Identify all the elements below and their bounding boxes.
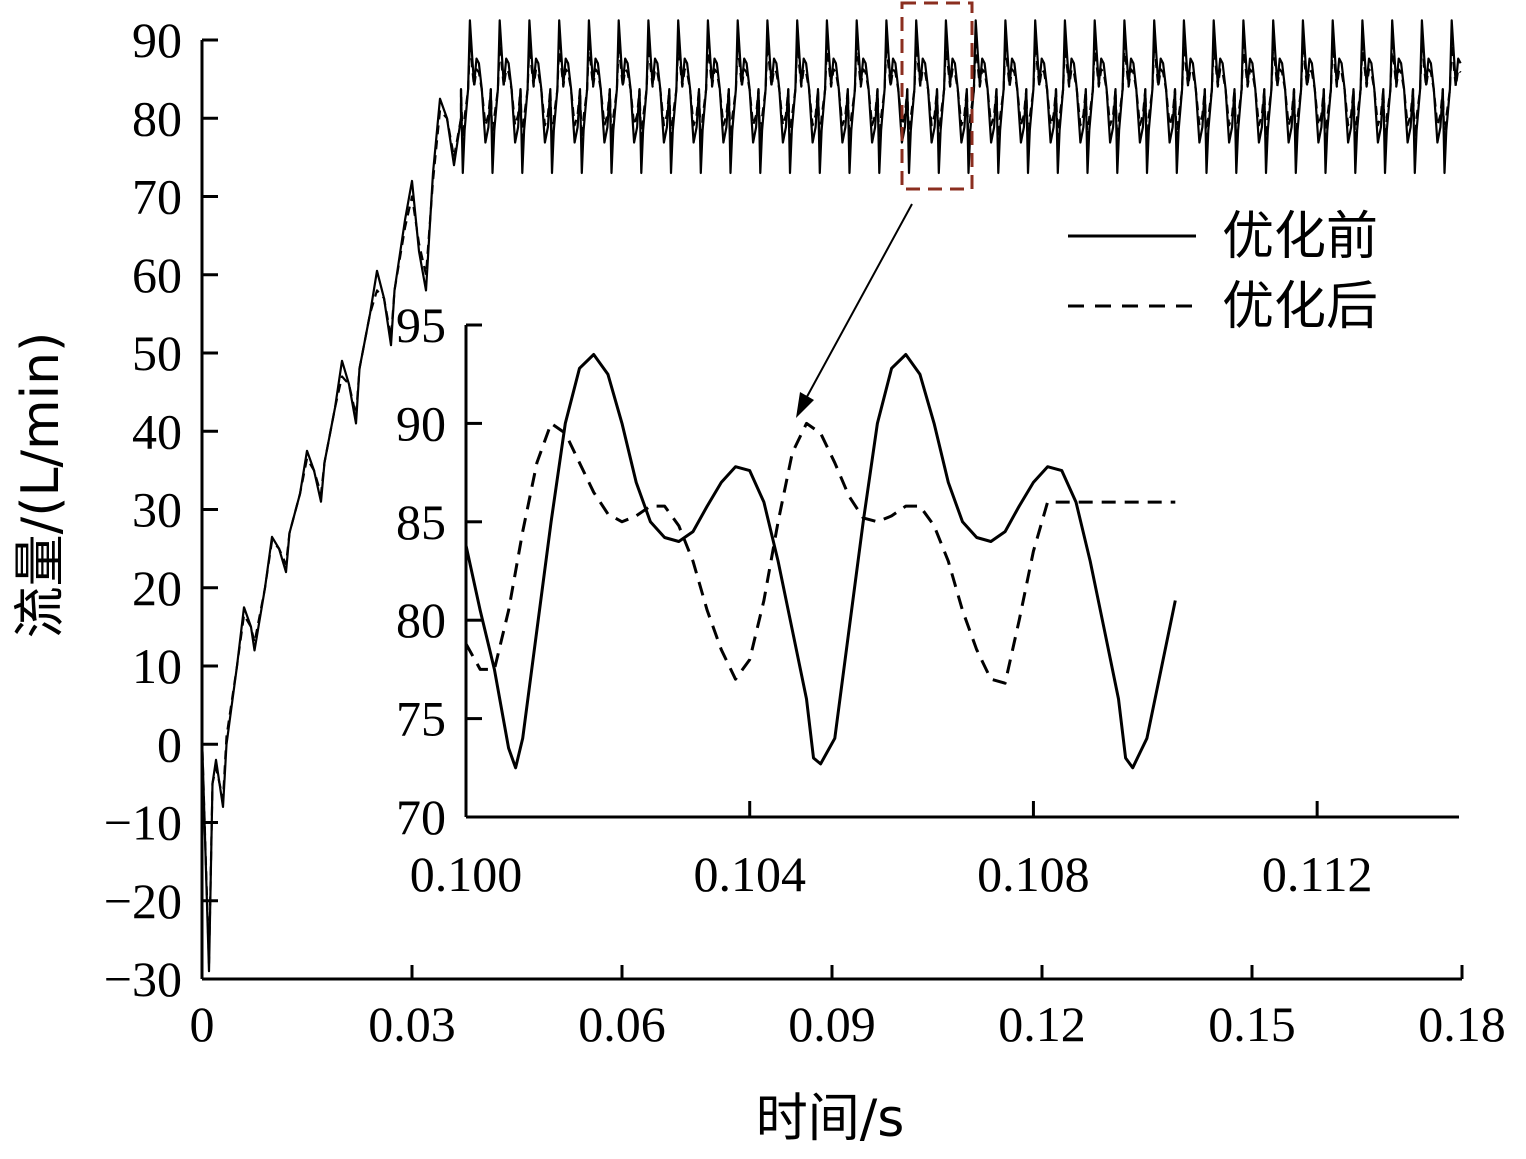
inset-x-tick-label: 0.112 <box>1262 846 1373 902</box>
main-x-tick-label: 0.06 <box>578 996 666 1052</box>
main-y-tick-label: 30 <box>132 482 182 538</box>
main-axes: 0 0.03 0.06 0.09 0.12 0.15 0.18 90 80 70 60 50 40 30 2… <box>104 12 1506 1052</box>
main-x-tick-label: 0.03 <box>368 996 456 1052</box>
inset-y-tick-label: 85 <box>396 494 446 550</box>
main-x-tick-label: 0.12 <box>998 996 1086 1052</box>
main-y-tick-label: 0 <box>157 716 182 772</box>
inset-y-tick-label: 90 <box>396 395 446 451</box>
zoom-arrow-head <box>796 392 814 418</box>
main-y-tick-label: −10 <box>104 795 182 851</box>
main-y-tick-label: 50 <box>132 325 182 381</box>
main-y-tick-label: −20 <box>104 873 182 929</box>
inset-x-tick-label: 0.108 <box>977 846 1090 902</box>
x-axis-title: 时间/s <box>756 1089 905 1149</box>
y-axis-title: 流量/(L/min) <box>11 332 71 639</box>
main-x-tick-label: 0.15 <box>1208 996 1296 1052</box>
zoom-box <box>900 1 974 191</box>
main-series-before-line <box>200 19 1462 973</box>
inset-series-before-line <box>464 353 1177 770</box>
main-y-tick-label: 70 <box>132 169 182 225</box>
main-y-tick-label: 20 <box>132 560 182 616</box>
main-y-tick-label: 10 <box>132 638 182 694</box>
zoom-annotation <box>796 1 974 418</box>
inset-y-tick-label: 95 <box>396 297 446 353</box>
main-y-tick-label: 60 <box>132 247 182 303</box>
inset-x-tick-label: 0.100 <box>410 846 523 902</box>
legend-label-after: 优化后 <box>1222 277 1378 337</box>
main-y-tick-label: −30 <box>104 951 182 1007</box>
main-x-tick-label: 0 <box>190 996 215 1052</box>
inset-series-after-line <box>464 421 1176 685</box>
inset-x-tick-label: 0.104 <box>693 846 806 902</box>
main-y-tick-label: 80 <box>132 90 182 146</box>
main-y-tick-label: 90 <box>132 12 182 68</box>
main-x-tick-label: 0.18 <box>1418 996 1506 1052</box>
legend-label-before: 优化前 <box>1222 207 1378 267</box>
inset-y-tick-label: 80 <box>396 592 446 648</box>
inset-y-tick-label: 75 <box>396 691 446 747</box>
main-y-tick-label: 40 <box>132 403 182 459</box>
zoom-arrow-line <box>802 203 913 405</box>
inset-chart: 0.100 0.104 0.108 0.112 95 90 85 80 75 70 <box>396 297 1459 902</box>
inset-y-tick-label: 70 <box>396 789 446 845</box>
main-x-tick-label: 0.09 <box>788 996 876 1052</box>
main-series-after-line <box>200 42 1462 965</box>
main-series-group <box>200 19 1462 973</box>
